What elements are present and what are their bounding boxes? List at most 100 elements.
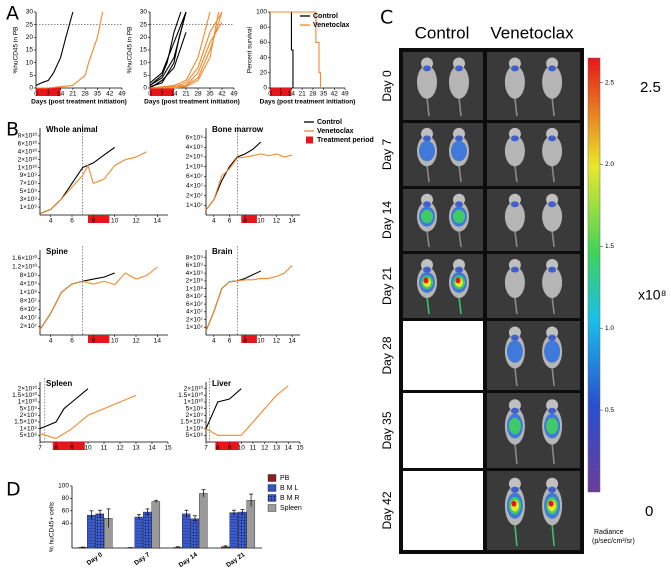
bar (199, 493, 208, 549)
y-tick-label: 4×10⁹ (186, 144, 204, 151)
x-tick-label: 9 (228, 445, 232, 452)
x-tick-label: 0 (268, 91, 272, 98)
bar (95, 513, 105, 549)
x-tick-label: 12 (273, 338, 281, 345)
y-tick-label: 6×10⁷ (186, 301, 204, 308)
y-tick-label: 2×10¹⁰ (184, 384, 204, 392)
signal (511, 500, 517, 507)
legend-swatch (267, 484, 277, 492)
y-tick-label: 2×10⁷ (186, 192, 204, 199)
x-tick-label: 10 (111, 338, 119, 345)
signal (423, 65, 431, 72)
treatment-period (215, 442, 239, 450)
x-tick-label: 12 (273, 218, 281, 225)
y-tick-label: 1×10⁹ (20, 204, 38, 211)
mouse-body (504, 266, 525, 299)
x-tick-label: 6 (228, 218, 232, 225)
signal (510, 266, 519, 273)
treatment-period (52, 442, 85, 450)
x-tick-label: 8 (92, 338, 96, 345)
y-tick-label: 1×10¹⁰ (18, 163, 38, 171)
y-tick-label: 4×10⁹ (20, 281, 38, 288)
y-tick-label: 20 (140, 34, 148, 41)
y-tick-label: 80 (62, 495, 70, 502)
treatment-period (270, 88, 292, 96)
legend-swatch (306, 136, 313, 144)
mouse-tail (551, 97, 555, 117)
y-tick-label: 10 (140, 59, 148, 66)
x-tick-label: 49 (230, 91, 238, 98)
x-tick-label: 28 (82, 91, 90, 98)
x-tick-label: 21 (182, 91, 190, 98)
row-label: Day 42 (380, 491, 394, 529)
signal (423, 135, 431, 142)
x-tick-label: 14 (170, 91, 178, 98)
x-tick-label: 7 (160, 91, 164, 98)
empty-cell (403, 471, 483, 550)
mouse-body (504, 201, 525, 232)
series-line (39, 394, 137, 440)
x-tick-label: 14 (154, 218, 162, 225)
colorbar-tick-label: 1.5 (605, 243, 614, 250)
x-tick-label: 35 (206, 91, 214, 98)
y-tick-label: 1×10¹⁰ (184, 398, 204, 406)
chart-title: Liver (212, 379, 231, 388)
x-tick-label: 10 (238, 445, 246, 452)
image-cell (487, 189, 580, 251)
legend-label: PB (280, 475, 290, 482)
x-tick-label: 7 (204, 445, 208, 452)
image-cell (403, 52, 483, 120)
mouse-tail (551, 443, 555, 465)
series-line (39, 388, 89, 430)
mouse-body (542, 65, 563, 99)
x-tick-label: 7 (38, 445, 42, 452)
chart-title: Spleen (46, 379, 72, 388)
x-axis-label: Days (post treatment initiation) (260, 99, 356, 106)
y-tick-label: 30 (140, 9, 148, 16)
chart-title: Brain (212, 247, 233, 256)
mouse-head (546, 326, 559, 339)
y-tick-label: 2×10⁹ (20, 412, 38, 419)
row-label: Day 21 (380, 267, 394, 305)
mouse-tail (551, 523, 555, 547)
x-tick-label: 10 (257, 218, 265, 225)
series-line (149, 11, 182, 86)
legend-label: Venetoclax (317, 128, 354, 135)
signal (451, 140, 467, 162)
image-cell (487, 321, 580, 390)
y-tick-label: 5 (29, 72, 33, 79)
y-tick-label: 4×10¹⁰ (18, 147, 38, 155)
x-tick-label: 49 (341, 91, 349, 98)
x-tick-label: 12 (116, 445, 124, 452)
y-tick-label: 1.5×10⁹ (14, 419, 37, 426)
x-tick-label: 10 (84, 445, 92, 452)
legend-label: Control (317, 119, 342, 126)
signal (548, 334, 557, 341)
y-tick-label: 8×10⁹ (186, 254, 204, 261)
series-line (205, 385, 289, 436)
y-tick-label: 1.5×10¹⁰ (178, 391, 203, 399)
y-tick-label: 4×10⁷ (20, 315, 38, 322)
legend-label: B M L (280, 485, 298, 492)
x-tick-label: 7 (46, 91, 50, 98)
bar (86, 514, 96, 549)
y-tick-label: 2×10⁷ (186, 316, 204, 323)
y-tick-label: 8×10⁹ (20, 272, 38, 279)
treatment-period (150, 88, 174, 96)
mouse-head (508, 477, 521, 490)
y-tick-label: 1×10⁹ (186, 425, 204, 432)
series-line (205, 265, 293, 332)
signal (510, 135, 519, 142)
mouse-tail (514, 296, 518, 315)
mouse-tail (458, 165, 462, 183)
bar (143, 511, 152, 549)
mouse-head (508, 326, 521, 339)
treatment-period (88, 215, 110, 223)
series-line (270, 11, 322, 88)
y-tick-label: 5×10⁸ (186, 432, 204, 439)
x-tick-label: 28 (194, 91, 202, 98)
y-tick-label: 6×10⁷ (186, 173, 204, 180)
y-tick-label: 60 (62, 508, 70, 515)
series-line (270, 11, 294, 88)
